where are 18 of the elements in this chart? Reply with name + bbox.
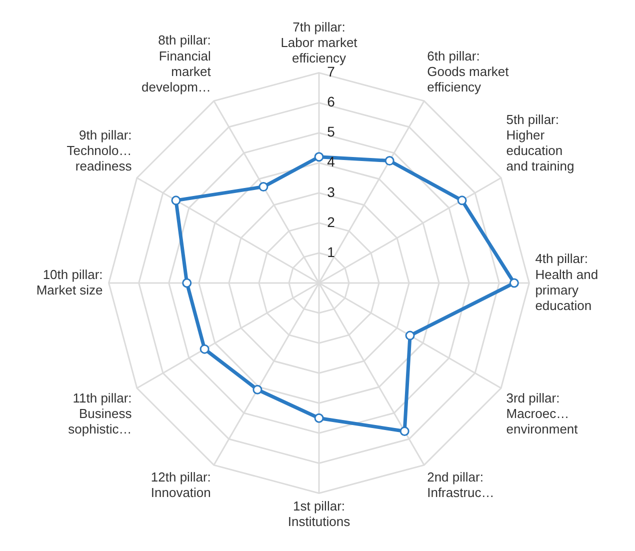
y-tick-label: 2 xyxy=(327,214,336,230)
spoke-label: 1st pillar: Institutions xyxy=(288,498,351,530)
spoke-label: 5th pillar: Higher education and training xyxy=(506,112,574,174)
y-tick-label: 5 xyxy=(327,124,336,140)
spoke-label: 4th pillar: Health and primary education xyxy=(535,251,598,313)
spoke-label: 11th pillar: Business sophistic… xyxy=(68,390,132,437)
spoke-label: 6th pillar: Goods market efficiency xyxy=(427,48,510,95)
spoke-label: 7th pillar: Labor market efficiency xyxy=(280,19,358,66)
spoke-label: 9th pillar: Technolo… readiness xyxy=(66,127,132,174)
y-tick-label: 1 xyxy=(327,244,336,260)
spoke-label: 8th pillar: Financial market developm… xyxy=(142,32,212,95)
spoke-label: 12th pillar: Innovation xyxy=(150,470,211,500)
spoke-label: 10th pillar: Market size xyxy=(36,266,103,298)
y-tick-label: 7 xyxy=(327,64,336,80)
spoke-label: 2nd pillar: Infrastruc… xyxy=(427,470,494,500)
y-tick-label: 6 xyxy=(327,94,336,110)
spoke-label: 3rd pillar: Macroec… environment xyxy=(506,390,578,437)
y-tick-label: 3 xyxy=(327,184,336,200)
